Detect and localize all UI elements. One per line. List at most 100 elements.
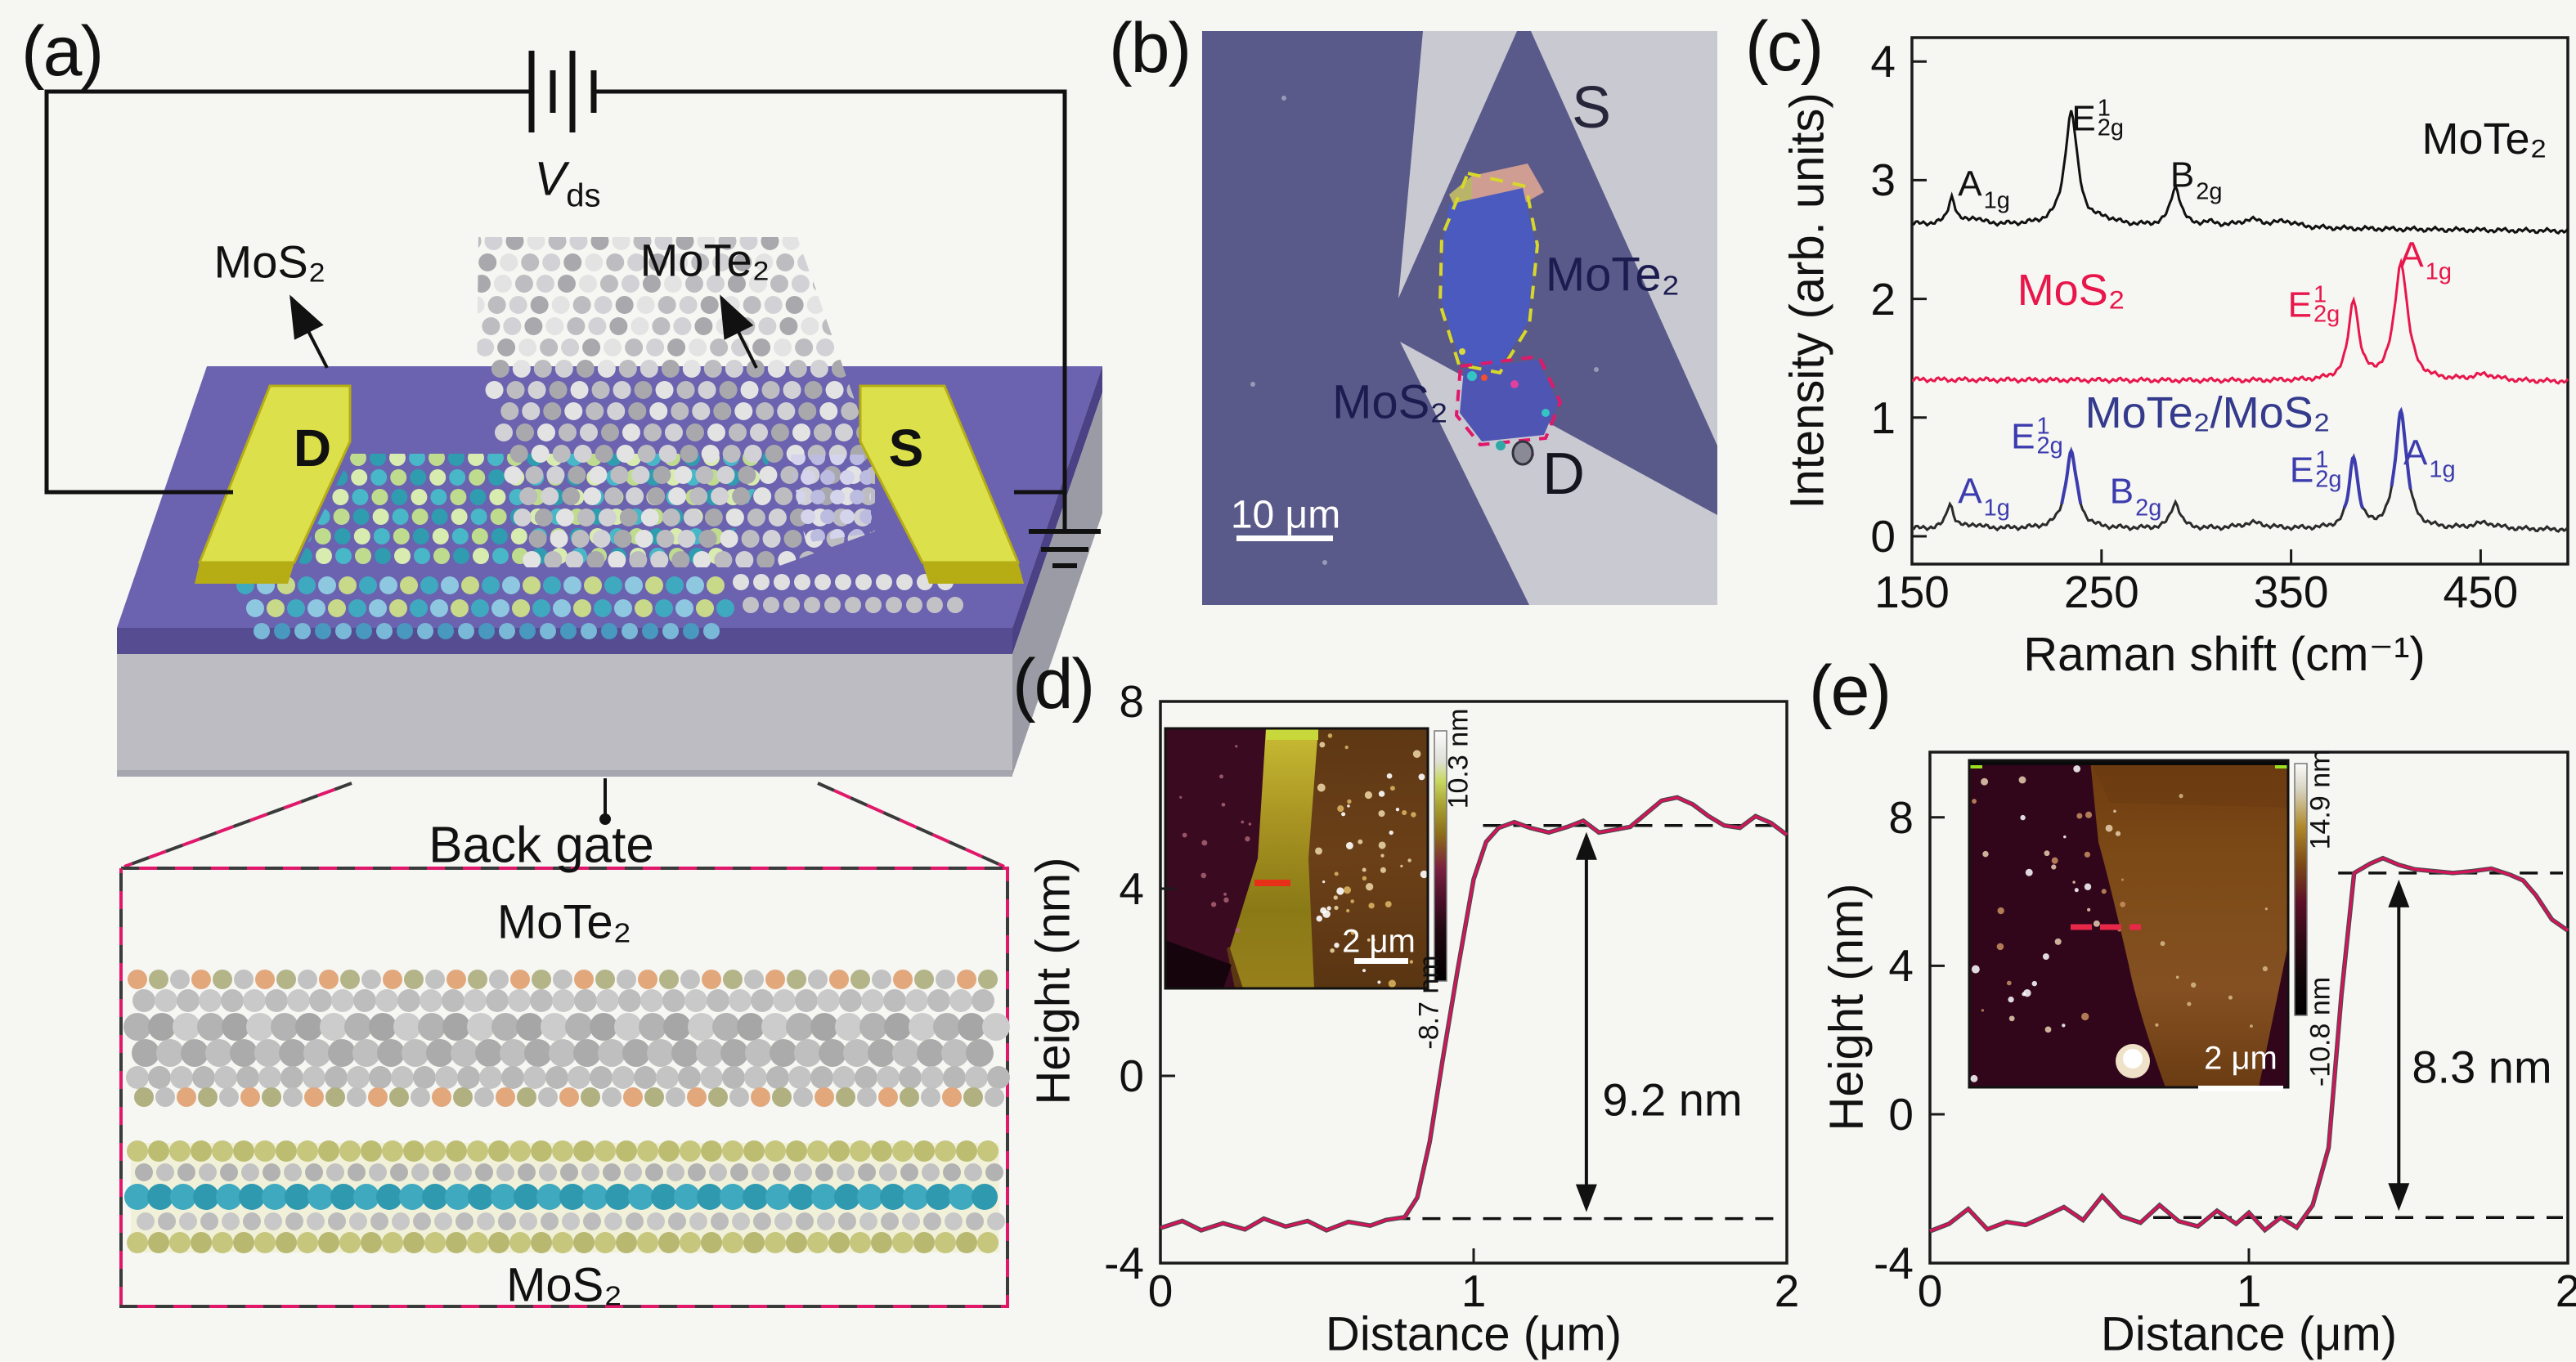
atom [509,1140,531,1162]
atom [127,1232,148,1253]
atom [397,623,413,639]
speck [1981,777,1989,786]
atom [560,623,577,639]
atom [604,1212,622,1230]
speck [1245,836,1250,842]
atom [804,597,820,613]
speck [2018,776,2026,784]
atom [794,574,810,590]
atom [316,548,332,564]
atom [393,1013,421,1041]
atom [503,317,522,335]
atom [305,1163,323,1181]
atom [383,970,402,989]
speck [2051,864,2057,870]
e-inset-flake [2090,760,2288,1087]
atom [264,1212,282,1230]
atom [663,275,682,293]
atom [858,1163,876,1181]
atom [671,1039,699,1067]
atom [670,253,689,271]
atom [957,970,976,989]
atom [892,296,910,314]
atom [774,487,793,505]
speck [1343,886,1352,894]
atom [834,423,853,441]
atom [922,1163,940,1181]
atom [637,1232,658,1253]
b-scalebar-label: 10 μm [1230,493,1341,537]
atom [876,574,892,590]
atom [411,489,428,505]
atom [936,970,955,989]
speck [1334,871,1339,876]
atom [817,1212,835,1230]
atom [368,1087,388,1107]
atom [714,551,733,567]
atom [347,1066,370,1089]
atom [391,489,408,505]
atom [123,1013,151,1041]
atom [412,528,429,544]
panel-b-tag: (b) [1109,9,1192,87]
atom [845,597,861,613]
atom [147,1184,173,1210]
atom [595,1232,616,1253]
atom [509,445,528,463]
atom [914,970,934,989]
atom [834,1184,860,1210]
atom [555,509,574,526]
atom [549,381,568,399]
atom [510,528,527,544]
atom [788,1184,815,1210]
atom [431,509,448,525]
atom [473,548,489,564]
speck [1179,795,1183,799]
wire-left [44,89,530,495]
atom [756,551,775,567]
atom [553,599,571,617]
atom [917,1039,945,1067]
atom [573,1232,595,1253]
atom [801,317,819,335]
atom [246,599,264,617]
atom [700,296,719,314]
a-inset-mote2-label: MoTe₂ [496,895,632,949]
atom [767,360,786,378]
e-inset-bright-blob-core [2123,1049,2143,1069]
speck [2074,888,2079,893]
atom [557,275,576,293]
atom [987,1212,1005,1230]
atom [662,623,679,639]
atom [523,576,541,594]
atom [583,1212,601,1230]
atom [236,1066,259,1089]
atom [600,423,619,441]
atom [819,253,837,271]
atom [552,989,575,1012]
atom [633,237,652,250]
raman-accent-peak [2390,406,2412,490]
back-gate-pointer-dot [599,813,611,825]
d-ylabel: Height (nm) [1026,857,1080,1105]
atom [551,296,570,314]
dust [1322,560,1327,565]
speck [1380,867,1386,873]
atom [623,1087,643,1107]
atom [148,1232,169,1253]
speck [2062,1024,2066,1028]
speck [2044,850,2050,857]
atom [832,1066,855,1089]
atom [285,1212,303,1230]
atom [604,487,623,505]
atom [899,1066,922,1089]
backgate-bottom-edge [117,770,1012,777]
atom [303,1039,331,1067]
atom [820,509,835,524]
speck [1358,839,1363,845]
atom [776,253,795,271]
atom [806,296,825,314]
atom [810,455,825,465]
speck [2085,811,2093,818]
